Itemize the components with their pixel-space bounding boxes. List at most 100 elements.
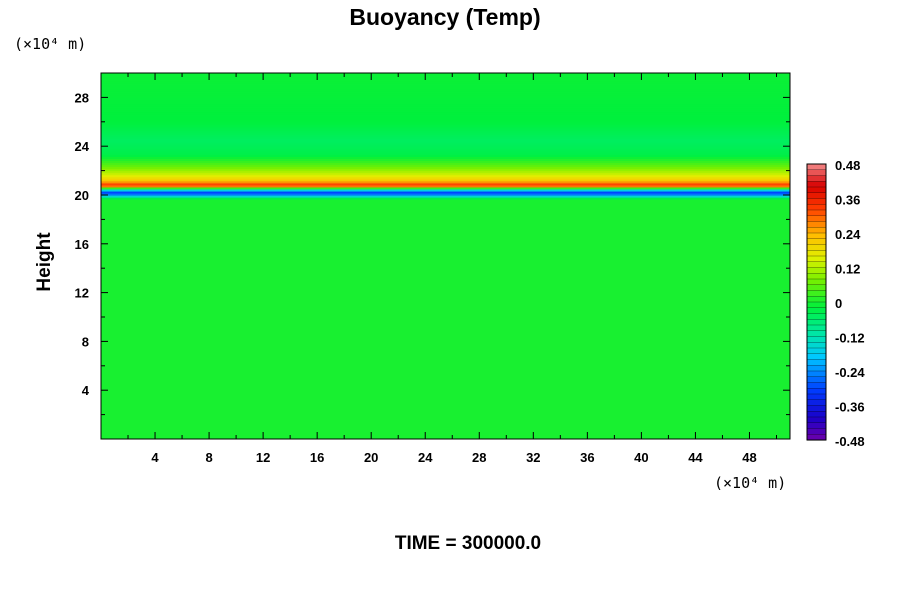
field-strip [101, 131, 790, 135]
field-strip [101, 357, 790, 361]
y-tick-label: 12 [75, 286, 89, 301]
field-strip [101, 79, 790, 82]
field-strip [101, 355, 790, 359]
field-strip [101, 434, 790, 438]
x-tick-label: 20 [364, 450, 378, 465]
colorbar-swatch [806, 163, 827, 171]
colorbar-swatch [806, 209, 827, 217]
field-strip [101, 363, 790, 367]
field-strip [101, 436, 790, 439]
field-strip [101, 125, 790, 129]
field-strip [101, 292, 790, 296]
field-strip [101, 371, 790, 375]
field-strip [101, 369, 790, 373]
colorbar-swatch [806, 382, 827, 389]
field-strip [101, 329, 790, 332]
field-strip [101, 323, 790, 326]
x-tick-label: 24 [418, 450, 433, 465]
field-strip [101, 107, 790, 111]
field-strip [101, 152, 790, 155]
field-strip [101, 129, 790, 133]
field-strip [101, 256, 790, 259]
field-strip [101, 77, 790, 80]
field-strip [101, 396, 790, 399]
field-strip [101, 115, 790, 119]
colorbar-swatch [806, 353, 827, 361]
y-axis-label: Height [34, 232, 55, 292]
colorbar-swatch [806, 330, 827, 338]
field-strip [101, 426, 790, 430]
heatmap-field [101, 73, 790, 439]
x-tick-label: 36 [580, 450, 594, 465]
field-strip [101, 294, 790, 298]
field-strip [101, 319, 790, 322]
colorbar-tick-label: -0.48 [835, 434, 865, 449]
field-strip [101, 296, 790, 300]
field-strip [101, 282, 790, 286]
field-strip [101, 394, 790, 397]
colorbar-tick-label: 0.36 [835, 193, 860, 208]
field-strip [101, 176, 790, 180]
field-strip [101, 150, 790, 153]
field-strip [101, 188, 790, 192]
field-strip [101, 178, 790, 182]
colorbar-swatch [806, 186, 827, 194]
field-strip [101, 142, 790, 145]
field-strip [101, 337, 790, 340]
field-strip [101, 144, 790, 147]
field-strip [101, 97, 790, 101]
field-strip [101, 83, 790, 86]
field-strip [101, 306, 790, 310]
y-tick-label: 16 [75, 237, 89, 252]
x-tick-label: 40 [634, 450, 648, 465]
field-strip [101, 418, 790, 422]
field-strip [101, 213, 790, 216]
field-strip [101, 207, 790, 210]
field-strip [101, 280, 790, 284]
colorbar-swatch [806, 416, 827, 424]
colorbar-swatch [806, 399, 827, 407]
field-strip [101, 290, 790, 294]
field-strip [101, 127, 790, 131]
field-strip [101, 402, 790, 406]
colorbar-swatch [806, 342, 827, 349]
y-tick-label: 8 [82, 334, 89, 349]
field-strip [101, 361, 790, 365]
x-tick-label: 48 [742, 450, 756, 465]
colorbar-swatch [806, 204, 827, 211]
field-strip [101, 138, 790, 141]
field-strip [101, 123, 790, 127]
field-strip [101, 367, 790, 371]
field-strip [101, 172, 790, 176]
field-strip [101, 272, 790, 275]
field-strip [101, 85, 790, 88]
field-strip [101, 308, 790, 312]
field-strip [101, 166, 790, 170]
colorbar-tick-label: -0.36 [835, 400, 865, 415]
field-strip [101, 211, 790, 214]
field-strip [101, 243, 790, 247]
field-strip [101, 333, 790, 336]
field-strip [101, 195, 790, 198]
field-strip [101, 101, 790, 105]
field-strip [101, 276, 790, 279]
colorbar-swatch [806, 255, 827, 263]
field-strip [101, 180, 790, 184]
field-strip [101, 375, 790, 379]
field-strip [101, 140, 790, 143]
field-strip [101, 382, 790, 385]
field-strip [101, 227, 790, 231]
field-strip [101, 373, 790, 377]
field-strip [101, 148, 790, 151]
field-strip [101, 400, 790, 403]
colorbar-tick-label: -0.12 [835, 331, 865, 346]
field-strip [101, 404, 790, 408]
field-strip [101, 258, 790, 261]
colorbar-tick-label: 0.24 [835, 227, 861, 242]
field-strip [101, 186, 790, 190]
field-strip [101, 286, 790, 290]
colorbar-swatch [806, 347, 827, 355]
field-strip [101, 241, 790, 245]
